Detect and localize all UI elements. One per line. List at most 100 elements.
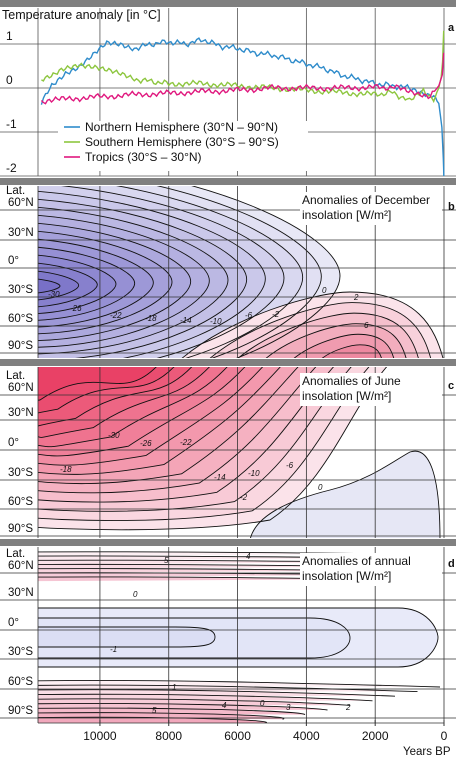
panel-d-contour-label: 4 <box>246 552 251 561</box>
series-line-2 <box>40 52 445 105</box>
panel-c-contour-label: 0 <box>318 483 323 492</box>
panel-d-title-line2: insolation [W/m²] <box>302 569 391 583</box>
panel-d-bottom-contour <box>38 684 418 693</box>
panel-b-neg-contour <box>38 254 117 314</box>
panel-b-neg-contour <box>38 246 136 321</box>
panel-b-pos-contour <box>237 312 419 358</box>
panel-d-top-band <box>38 560 404 565</box>
panel-b-title-line2: insolation [W/m²] <box>302 208 391 222</box>
panel-b-axes: Lat.60°N 30°N 0° 30°S 60°S 90°S b Anomalies of … <box>0 185 456 358</box>
x-tick-label: 10000 <box>83 729 117 743</box>
panel-c-lat-tick: 0° <box>8 437 19 449</box>
panel-b-lat-tick: 0° <box>8 255 19 267</box>
panel-b-contour-label: -14 <box>180 316 192 325</box>
panel-c-lat-tick: 60°S <box>8 496 33 508</box>
panel-d-lat-tick: 60°N <box>8 560 34 572</box>
panel-c-title-line2: insolation [W/m²] <box>302 389 391 403</box>
panel-b-neg-contour <box>38 278 61 294</box>
panel-d-contour-label: 1 <box>172 683 176 692</box>
panel-d-lat-tick: 30°N <box>8 587 34 599</box>
x-tick-label: 0 <box>441 729 448 743</box>
panel-a-series <box>40 30 445 176</box>
panel-c-letter: c <box>448 380 454 392</box>
x-tick-label: 8000 <box>155 729 182 743</box>
separator-ab <box>0 178 456 185</box>
panel-c-lat-tick-bg <box>6 494 36 508</box>
legend-box <box>58 121 308 171</box>
panel-d-contour-label: 5 <box>164 556 169 565</box>
panel-d-contour-label: 0 <box>260 699 265 708</box>
panel-b-contour-label: -10 <box>210 317 222 326</box>
panel-d-letter: d <box>448 558 455 570</box>
panel-b-pos-contour <box>293 333 395 358</box>
panel-d-contour-label: 3 <box>286 703 291 712</box>
panel-b-lat-tick: 30°S <box>8 284 33 296</box>
panel-c-lat-tick-bg <box>6 405 36 419</box>
panel-b-contour-label: 0 <box>322 286 327 295</box>
panel-d-title-line1: Anomalies of annual <box>302 554 411 568</box>
panel-d-neg-contour <box>38 607 439 668</box>
panel-b-contour-label: 6 <box>364 321 369 330</box>
panel-d-axes: Lat.60°N 30°N 0° 30°S 60°S 90°S d Anomalies of … <box>0 547 456 723</box>
panel-d-top-band <box>38 551 420 556</box>
panel-d-top-band <box>38 576 372 582</box>
panel-d-lat-tick: 90°S <box>8 705 33 717</box>
panel-b-contour-label: -2 <box>272 310 280 319</box>
panel-c-contour-label: -30 <box>108 431 120 440</box>
panel-b-neg-contour <box>156 186 322 358</box>
panel-b-contour-label: -22 <box>110 311 122 320</box>
panel-d-lat-tick-bg <box>6 703 36 717</box>
panel-b-neg-contour <box>38 222 192 341</box>
panel-d-bottom-contour <box>38 689 396 697</box>
panel-a-ylabel: Temperature anomaly [in °C] <box>2 8 161 22</box>
panel-d-bottom-contour <box>38 707 306 716</box>
panel-b-lat-tick: 60°S <box>8 313 33 325</box>
legend-label-0: Northern Hemisphere (30°N – 90°N) <box>85 120 278 134</box>
panel-d-bottom-contour <box>38 680 441 688</box>
panel-c-pos-contour <box>38 367 175 414</box>
panel-c-pos-contour <box>38 367 157 401</box>
x-axis-label: Years BP <box>403 746 451 758</box>
panel-b-title-line1: Anomalies of December <box>302 193 430 207</box>
panel-b-lat-tick-bg <box>6 195 36 209</box>
panel-c-pos-contour <box>38 367 228 448</box>
panel-c-pos-contour <box>38 367 317 494</box>
panel-a-yticks: 1 0 -1 -2 <box>6 29 17 175</box>
panel-d-top-band <box>38 564 396 569</box>
panel-c: -30 -26 -22 -18 -14 -10 -6 -2 0 <box>38 367 456 538</box>
panel-b-contour-label: -30 <box>48 290 60 299</box>
panel-b-neg-contour <box>38 262 98 308</box>
panel-d-contour-label: 5 <box>152 706 157 715</box>
panel-c-lat-tick: 90°S <box>8 523 33 535</box>
panel-d-ylabel: Lat. <box>6 548 25 560</box>
panel-c-lat-tick: 60°N <box>8 382 34 394</box>
panel-b-neg-contour <box>38 270 80 301</box>
panel-d-contour-label: 4 <box>222 701 227 710</box>
panel-c-lat-tick-bg <box>6 465 36 479</box>
panel-a-letter: a <box>448 22 455 34</box>
panel-c-pos-band <box>38 367 156 401</box>
panel-b: -30 -26 -22 -18 -14 -10 -6 -2 0 2 6 <box>38 186 456 358</box>
panel-a-ytick: 0 <box>6 73 13 87</box>
panel-c-contour-label: -26 <box>140 439 152 448</box>
panel-d-bottom-contour <box>38 698 351 706</box>
top-band <box>0 0 456 7</box>
series-line-0 <box>40 37 445 176</box>
panel-c-lat-tick-bg <box>6 521 36 535</box>
panel-a-ytick: -2 <box>6 161 17 175</box>
panel-b-ylabel: Lat. <box>6 185 25 197</box>
x-tick-label: 2000 <box>362 729 389 743</box>
panel-a-ytick: 1 <box>6 29 13 43</box>
panel-b-neg-contour <box>38 206 229 355</box>
panel-c-pos-contour <box>38 367 210 438</box>
panel-c-title-bg <box>300 373 442 406</box>
panel-c-pos-contour <box>38 367 281 475</box>
panel-b-lat-tick-bg <box>6 253 23 267</box>
panel-d-contour-label: 2 <box>345 703 351 712</box>
panel-d-bottom-contour <box>38 693 373 702</box>
panel-d-bottom-contour <box>38 703 328 711</box>
panel-b-fills <box>38 186 456 358</box>
panel-c-title-line1: Anomalies of June <box>302 374 401 388</box>
